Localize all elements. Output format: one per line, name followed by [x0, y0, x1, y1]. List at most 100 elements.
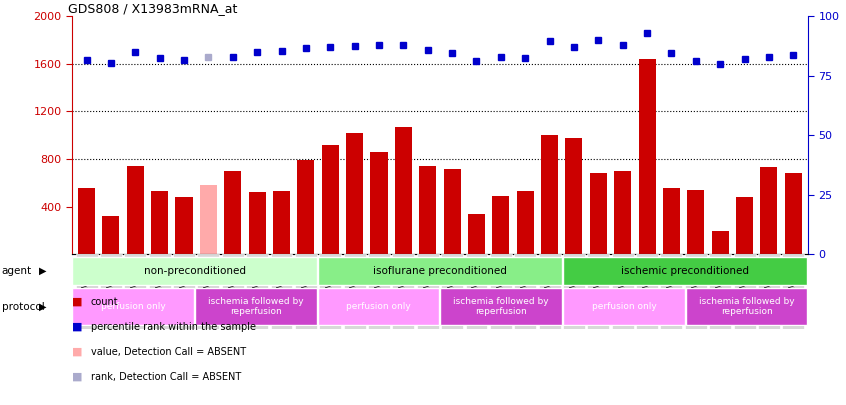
Text: GSM27497: GSM27497 [155, 257, 164, 298]
Bar [78, 188, 95, 254]
Text: GSM27486: GSM27486 [497, 257, 505, 298]
Bar [346, 133, 363, 254]
Bar [785, 173, 802, 254]
Bar [761, 167, 777, 254]
Bar [297, 160, 315, 254]
Bar [102, 216, 119, 254]
FancyBboxPatch shape [417, 254, 439, 329]
Text: count: count [91, 297, 118, 307]
FancyBboxPatch shape [124, 254, 146, 329]
FancyBboxPatch shape [661, 254, 683, 329]
Text: ▶: ▶ [39, 266, 47, 276]
Text: ischemic preconditioned: ischemic preconditioned [621, 266, 750, 276]
Bar [492, 196, 509, 254]
Text: GSM27513: GSM27513 [301, 257, 310, 298]
Bar [614, 171, 631, 254]
Bar [224, 171, 241, 254]
Text: GSM27509: GSM27509 [204, 257, 213, 298]
Text: isoflurane preconditioned: isoflurane preconditioned [373, 266, 507, 276]
Text: GSM27496: GSM27496 [131, 257, 140, 298]
Text: ■: ■ [72, 372, 82, 382]
Text: GSM27493: GSM27493 [423, 257, 432, 298]
FancyBboxPatch shape [295, 254, 317, 329]
FancyBboxPatch shape [195, 288, 316, 325]
FancyBboxPatch shape [539, 254, 561, 329]
FancyBboxPatch shape [709, 254, 731, 329]
Text: ▶: ▶ [39, 302, 47, 312]
Text: GSM27489: GSM27489 [326, 257, 335, 298]
Bar [443, 168, 460, 254]
Bar [590, 173, 607, 254]
Text: rank, Detection Call = ABSENT: rank, Detection Call = ABSENT [91, 372, 241, 382]
Text: GSM27507: GSM27507 [643, 257, 651, 298]
FancyBboxPatch shape [197, 254, 219, 329]
Text: GSM27501: GSM27501 [740, 257, 749, 298]
FancyBboxPatch shape [490, 254, 512, 329]
FancyBboxPatch shape [368, 254, 390, 329]
Text: non-preconditioned: non-preconditioned [144, 266, 245, 276]
Bar [175, 197, 193, 254]
Bar [541, 135, 558, 254]
Bar [565, 138, 583, 254]
Bar [639, 59, 656, 254]
Bar [151, 191, 168, 254]
Text: GSM27494: GSM27494 [82, 257, 91, 298]
FancyBboxPatch shape [563, 257, 807, 285]
FancyBboxPatch shape [149, 254, 171, 329]
Text: GSM27491: GSM27491 [375, 257, 383, 298]
Bar [420, 166, 437, 254]
FancyBboxPatch shape [318, 257, 562, 285]
Text: GSM27500: GSM27500 [716, 257, 725, 298]
Bar [736, 197, 753, 254]
Text: perfusion only: perfusion only [591, 302, 656, 311]
Bar [517, 191, 534, 254]
Bar [395, 127, 412, 254]
FancyBboxPatch shape [733, 254, 755, 329]
Text: ischemia followed by
reperfusion: ischemia followed by reperfusion [208, 297, 304, 316]
FancyBboxPatch shape [319, 254, 341, 329]
FancyBboxPatch shape [686, 288, 807, 325]
Bar [711, 230, 728, 254]
FancyBboxPatch shape [75, 254, 97, 329]
FancyBboxPatch shape [343, 254, 365, 329]
FancyBboxPatch shape [563, 254, 585, 329]
FancyBboxPatch shape [318, 288, 439, 325]
Text: GSM27490: GSM27490 [350, 257, 359, 298]
Text: perfusion only: perfusion only [346, 302, 411, 311]
Bar [127, 166, 144, 254]
Text: GSM27487: GSM27487 [521, 257, 530, 298]
Text: GSM27488: GSM27488 [545, 257, 554, 298]
Text: ischemia followed by
reperfusion: ischemia followed by reperfusion [699, 297, 794, 316]
Text: GSM27484: GSM27484 [448, 257, 457, 298]
Text: ischemia followed by
reperfusion: ischemia followed by reperfusion [453, 297, 549, 316]
Text: agent: agent [2, 266, 32, 276]
FancyBboxPatch shape [246, 254, 268, 329]
FancyBboxPatch shape [100, 254, 122, 329]
FancyBboxPatch shape [514, 254, 536, 329]
Bar [249, 192, 266, 254]
Text: GSM27512: GSM27512 [277, 257, 286, 298]
Text: GSM27499: GSM27499 [691, 257, 700, 298]
FancyBboxPatch shape [73, 288, 194, 325]
Text: GSM27505: GSM27505 [594, 257, 603, 298]
Text: GSM27506: GSM27506 [618, 257, 627, 298]
Bar [200, 185, 217, 254]
Text: protocol: protocol [2, 302, 45, 312]
Text: GSM27498: GSM27498 [179, 257, 189, 298]
FancyBboxPatch shape [685, 254, 706, 329]
Text: GSM27495: GSM27495 [107, 257, 115, 298]
Bar [371, 152, 387, 254]
FancyBboxPatch shape [222, 254, 244, 329]
Text: value, Detection Call = ABSENT: value, Detection Call = ABSENT [91, 347, 245, 357]
FancyBboxPatch shape [563, 288, 684, 325]
Text: GSM27504: GSM27504 [569, 257, 579, 298]
Bar [687, 190, 705, 254]
Text: GSM27511: GSM27511 [253, 257, 261, 298]
FancyBboxPatch shape [173, 254, 195, 329]
FancyBboxPatch shape [393, 254, 415, 329]
Text: percentile rank within the sample: percentile rank within the sample [91, 322, 255, 332]
FancyBboxPatch shape [758, 254, 780, 329]
Text: perfusion only: perfusion only [101, 302, 166, 311]
Bar [663, 188, 680, 254]
FancyBboxPatch shape [441, 254, 463, 329]
